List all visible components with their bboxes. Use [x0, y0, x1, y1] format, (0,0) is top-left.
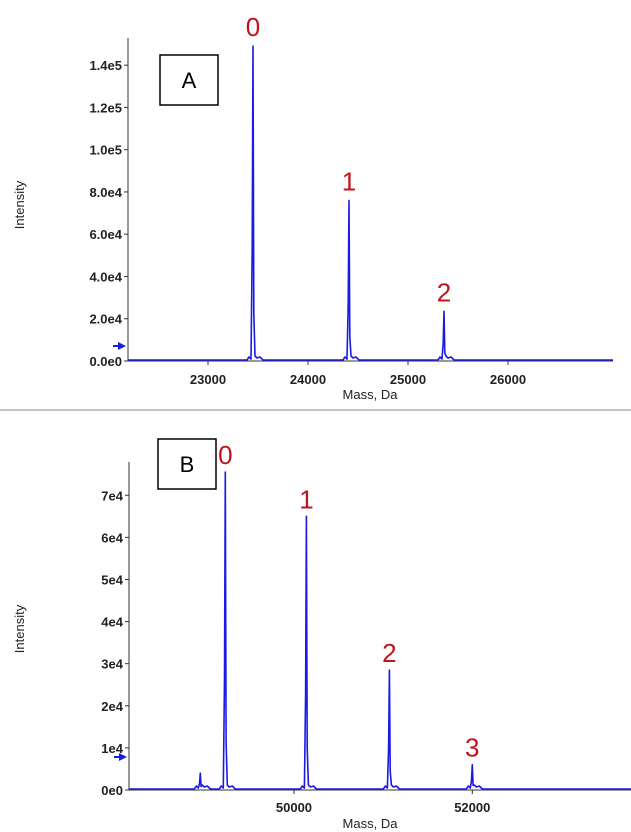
panel-a-y-ticks: 0.0e0 2.0e4 4.0e4 6.0e4 8.0e4 1.0e5 1.2e5 1.4e5: [89, 58, 128, 369]
y-tick-label: 4.0e4: [89, 269, 122, 284]
panel-a: A Intensity 0.0e0 2.0e4 4.0e4 6.0e4 8.0e4 1.0…: [12, 12, 613, 402]
panel-b-spectrum-trace: [129, 471, 631, 790]
panel-a-x-ticks: 23000 24000 25000 26000: [190, 361, 526, 387]
y-tick-label: 1.2e5: [89, 100, 122, 115]
panel-a-y-axis-title: Intensity: [12, 180, 27, 229]
y-tick-label: 1e4: [101, 741, 123, 756]
peak-label-2: 2: [382, 638, 396, 668]
y-tick-label: 1.4e5: [89, 58, 122, 73]
panel-a-label: A: [182, 68, 197, 93]
y-tick-label: 3e4: [101, 657, 123, 672]
x-tick-label: 23000: [190, 372, 226, 387]
y-tick-label: 6e4: [101, 530, 123, 545]
panel-b-baseline-arrow-icon: [119, 753, 127, 761]
panel-b-label: B: [180, 452, 195, 477]
panel-b-y-axis-title: Intensity: [12, 604, 27, 653]
panel-b-y-ticks: 0e0 1e4 2e4 3e4 4e4 5e4 6e4 7e4: [101, 488, 129, 798]
peak-label-0: 0: [218, 440, 232, 470]
y-tick-label: 0e0: [101, 783, 123, 798]
y-tick-label: 8.0e4: [89, 185, 122, 200]
panel-a-x-axis-title: Mass, Da: [343, 387, 399, 402]
peak-label-1: 1: [299, 484, 313, 514]
y-tick-label: 2e4: [101, 699, 123, 714]
panel-b-label-box: [157, 438, 217, 490]
panel-b-x-ticks: 50000 52000: [276, 790, 490, 815]
y-tick-label: 5e4: [101, 572, 123, 587]
panel-b-x-axis-title: Mass, Da: [343, 816, 399, 831]
panel-a-label-box: [159, 54, 219, 106]
panel-b-peak-labels: 0 1 2 3: [218, 440, 479, 763]
panel-a-peak-labels: 0 1 2: [246, 12, 451, 307]
peak-label-1: 1: [342, 166, 356, 196]
peak-label-0: 0: [246, 12, 260, 42]
y-tick-label: 7e4: [101, 488, 123, 503]
panel-a-spectrum-trace: [128, 45, 613, 361]
x-tick-label: 25000: [390, 372, 426, 387]
x-tick-label: 24000: [290, 372, 326, 387]
peak-label-2: 2: [437, 277, 451, 307]
y-tick-label: 2.0e4: [89, 312, 122, 327]
x-tick-label: 52000: [454, 800, 490, 815]
x-tick-label: 50000: [276, 800, 312, 815]
y-tick-label: 0.0e0: [89, 354, 122, 369]
y-tick-label: 6.0e4: [89, 227, 122, 242]
y-tick-label: 1.0e5: [89, 143, 122, 158]
x-tick-label: 26000: [490, 372, 526, 387]
panel-b: B Intensity 0e0 1e4 2e4 3e4 4e4 5e4 6e4 7e4 500…: [12, 438, 631, 831]
panel-a-baseline-arrow-icon: [118, 342, 126, 350]
y-tick-label: 4e4: [101, 615, 123, 630]
peak-label-3: 3: [465, 733, 479, 763]
